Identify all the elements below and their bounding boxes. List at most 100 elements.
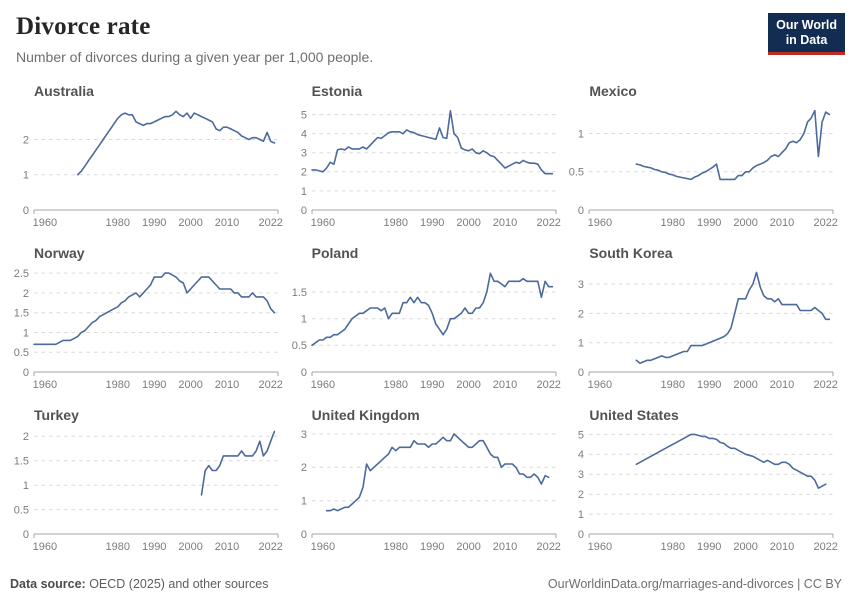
y-tick-label: 3 <box>301 148 307 160</box>
y-tick-label: 5 <box>301 109 307 121</box>
x-tick-label: 1980 <box>106 379 130 391</box>
series-line <box>76 110 276 176</box>
series-line <box>33 272 276 346</box>
y-tick-label: 0 <box>301 529 307 541</box>
y-tick-label: 1 <box>23 327 29 339</box>
chart-title: United Kingdom <box>311 407 420 423</box>
y-tick-label: 1.5 <box>14 456 29 468</box>
chart-mexico: Mexico 0 0.5 1 1960 1980 1990 2000 2010 2022 <box>565 82 843 240</box>
x-tick-label: 1960 <box>588 541 612 553</box>
x-tick-label: 2022 <box>536 217 560 229</box>
x-tick-label: 1960 <box>33 541 57 553</box>
line-chart-mexico: 0 0.5 1 1960 1980 1990 2000 2010 2022 <box>569 109 838 229</box>
y-tick-label: 3 <box>578 279 584 291</box>
x-tick-label: 2010 <box>770 541 794 553</box>
chart-title: Estonia <box>311 83 363 99</box>
y-tick-label: 4 <box>578 449 584 461</box>
chart-title: Norway <box>34 245 85 261</box>
footer-url: OurWorldinData.org/marriages-and-divorce… <box>547 577 842 591</box>
line-chart-united-states: 0 1 2 3 4 5 1960 1980 1990 2000 2010 2022 <box>578 429 838 553</box>
x-tick-label: 2022 <box>814 379 838 391</box>
x-tick-label: 1990 <box>420 541 444 553</box>
x-axis <box>33 371 279 376</box>
x-tick-label: 2000 <box>734 217 758 229</box>
x-tick-label: 2022 <box>258 217 282 229</box>
x-tick-label: 1960 <box>33 379 57 391</box>
y-tick-label: 1 <box>23 170 29 182</box>
x-tick-label: 2000 <box>178 541 202 553</box>
y-tick-label: 1 <box>301 186 307 198</box>
x-tick-label: 1980 <box>661 379 685 391</box>
y-tick-label: 0 <box>301 367 307 379</box>
owid-logo-line2: in Data <box>785 33 828 47</box>
x-tick-label: 2010 <box>492 541 516 553</box>
series-line <box>310 110 553 175</box>
x-tick-label: 2010 <box>215 379 239 391</box>
x-tick-label: 2010 <box>215 541 239 553</box>
series-line <box>325 433 550 512</box>
x-axis <box>33 533 279 538</box>
y-tick-label: 1.5 <box>14 308 29 320</box>
x-tick-label: 2000 <box>178 379 202 391</box>
y-tick-label: 0 <box>23 205 29 217</box>
x-tick-label: 2022 <box>814 541 838 553</box>
x-tick-label: 1980 <box>383 379 407 391</box>
y-tick-label: 2.5 <box>14 268 29 280</box>
x-tick-label: 1990 <box>697 217 721 229</box>
x-tick-label: 1980 <box>106 217 130 229</box>
x-axis <box>588 371 834 376</box>
x-axis <box>311 371 557 376</box>
y-tick-label: 0 <box>578 529 584 541</box>
y-tick-label: 0.5 <box>569 167 584 179</box>
series-line <box>635 109 831 181</box>
chart-south-korea: South Korea 0 1 2 3 1960 1980 1990 2000 2010 2022 <box>565 244 843 402</box>
series-line <box>635 271 831 364</box>
y-tick-label: 2 <box>578 308 584 320</box>
y-tick-label: 1 <box>578 509 584 521</box>
y-tick-label: 2 <box>23 431 29 443</box>
x-tick-label: 1990 <box>420 379 444 391</box>
x-tick-label: 1960 <box>310 541 334 553</box>
data-source-label: Data source: <box>10 577 86 591</box>
x-tick-label: 2022 <box>258 379 282 391</box>
chart-estonia: Estonia 0 1 2 3 4 5 1960 1980 1990 2000 2010 2022 <box>288 82 566 240</box>
x-tick-label: 2022 <box>814 217 838 229</box>
x-tick-label: 1990 <box>142 217 166 229</box>
series-line <box>200 430 276 496</box>
page-subtitle: Number of divorces during a given year p… <box>16 49 374 65</box>
y-tick-label: 1 <box>578 128 584 140</box>
y-tick-label: 1 <box>301 314 307 326</box>
y-tick-label: 2 <box>301 167 307 179</box>
y-tick-label: 0 <box>23 367 29 379</box>
line-chart-estonia: 0 1 2 3 4 5 1960 1980 1990 2000 2010 2022 <box>301 109 561 229</box>
owid-logo: Our World in Data <box>768 13 845 55</box>
x-axis <box>588 209 834 214</box>
y-tick-label: 0 <box>23 529 29 541</box>
chart-title: Turkey <box>34 407 79 423</box>
x-tick-label: 1980 <box>661 541 685 553</box>
x-tick-label: 2010 <box>492 217 516 229</box>
x-tick-label: 2000 <box>178 217 202 229</box>
x-axis <box>311 533 557 538</box>
y-tick-label: 2 <box>301 462 307 474</box>
chart-turkey: Turkey 0 0.5 1 1.5 2 1960 1980 1990 2000 2010 2022 <box>10 406 288 564</box>
y-tick-label: 0 <box>578 367 584 379</box>
line-chart-australia: 0 1 2 1960 1980 1990 2000 2010 2022 <box>23 110 283 229</box>
y-tick-label: 1.5 <box>291 287 306 299</box>
owid-logo-line1: Our World <box>776 18 837 32</box>
x-tick-label: 2010 <box>215 217 239 229</box>
y-tick-label: 5 <box>578 429 584 441</box>
x-tick-label: 1960 <box>588 379 612 391</box>
chart-title: South Korea <box>589 245 673 261</box>
x-tick-label: 1960 <box>310 379 334 391</box>
x-tick-label: 2000 <box>456 379 480 391</box>
y-tick-label: 3 <box>301 429 307 441</box>
chart-norway: Norway 0 0.5 1 1.5 2 2.5 1960 1980 1990 2000 2010 2… <box>10 244 288 402</box>
x-tick-label: 2000 <box>456 541 480 553</box>
chart-title: United States <box>589 407 679 423</box>
x-tick-label: 1980 <box>106 541 130 553</box>
x-tick-label: 2022 <box>536 541 560 553</box>
x-tick-label: 2000 <box>734 379 758 391</box>
x-axis <box>311 209 557 214</box>
y-tick-label: 0.5 <box>14 347 29 359</box>
